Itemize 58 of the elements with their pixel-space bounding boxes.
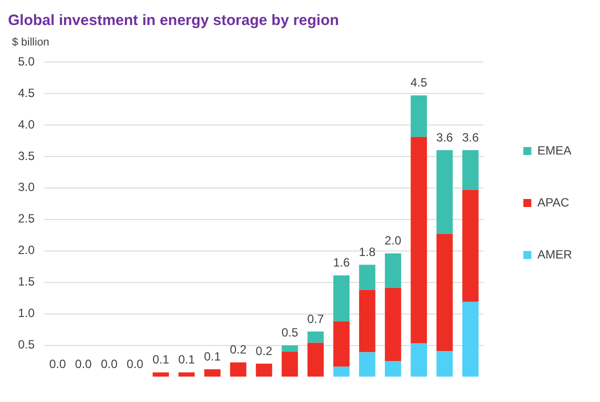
total-label: 4.5 [410,76,428,90]
bar [410,136,427,344]
total-label: 3.6 [462,130,480,144]
total-label: 0.7 [307,312,324,326]
bar [410,95,427,137]
legend-label: EMEA [537,143,572,158]
y-tick-label: 1.0 [18,306,35,320]
bar [230,362,246,377]
bar [307,342,324,377]
bar [436,234,453,351]
legend-label: APAC [537,195,570,210]
bar [384,361,402,377]
bar [384,288,402,362]
y-tick-label: 2.5 [18,212,35,226]
bar [256,364,272,377]
bar [462,190,479,302]
total-label: 1.8 [358,245,376,260]
y-tick-label: 3.0 [18,180,35,194]
bar [204,369,221,377]
y-tick-label: 0.5 [18,338,35,352]
bar [410,343,427,377]
bar [333,366,350,377]
bar [359,352,376,377]
total-label: 0.0 [75,357,92,372]
bar [436,150,453,234]
bar [462,302,479,377]
total-label: 0.2 [230,342,247,357]
y-tick-label: 2.0 [18,243,35,258]
y-tick-label: 4.0 [18,117,35,132]
total-label: 2.0 [384,234,402,248]
bar [384,253,402,288]
bar [359,290,376,352]
chart-title: Global investment in energy storage by region [8,12,339,30]
y-tick-label: 4.5 [18,86,35,100]
bar [307,331,324,343]
total-label: 3.6 [436,130,454,144]
total-label: 0.1 [152,352,170,367]
y-tick-label: 5.0 [18,54,35,68]
y-tick-label: 3.5 [18,148,35,163]
bar [152,372,169,377]
total-label: 0.1 [204,350,222,364]
y-axis-title: $ billion [12,36,50,49]
bar [333,275,350,322]
total-label: 0.0 [49,357,66,372]
bar [359,264,376,290]
bar [282,352,298,377]
legend-label: AMER [537,247,572,262]
total-label: 0.5 [281,326,298,340]
y-tick-label: 1.5 [18,274,35,289]
bar [282,345,298,352]
total-label: 0.0 [126,357,144,372]
total-label: 0.2 [256,344,273,358]
total-label: 0.1 [178,352,196,367]
bar [333,321,350,367]
bar [436,350,453,377]
bar [462,150,479,190]
total-label: 0.0 [100,357,118,372]
total-label: 1.6 [333,256,350,270]
